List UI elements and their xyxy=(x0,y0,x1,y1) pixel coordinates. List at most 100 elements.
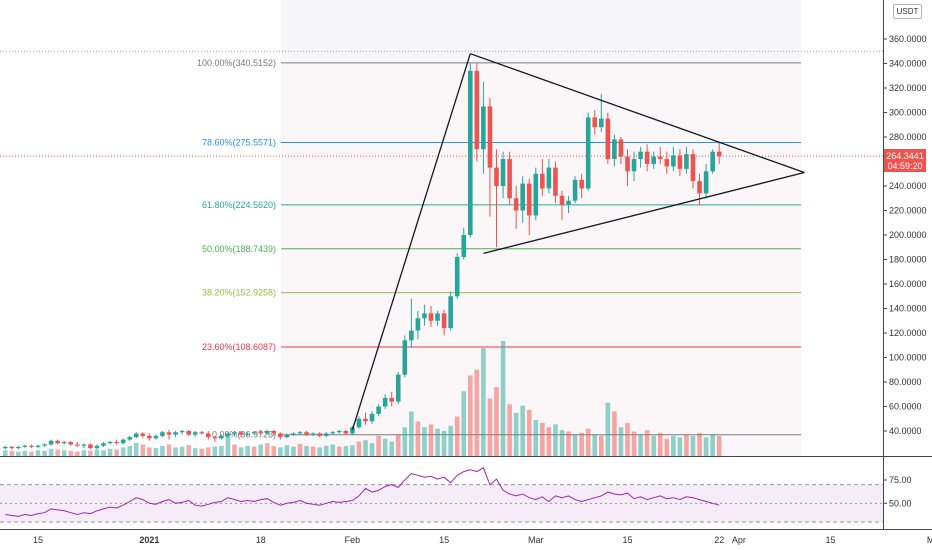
volume-bar xyxy=(454,416,460,456)
candle-body xyxy=(409,330,414,341)
price-tick-label: 280.0000 xyxy=(889,132,927,142)
time-tick-label: Apr xyxy=(732,535,746,545)
time-tick-label: 18 xyxy=(256,535,266,545)
impulse-trend-line[interactable] xyxy=(351,53,471,430)
volume-bar xyxy=(61,450,67,456)
volume-bar xyxy=(690,435,696,456)
candle-body xyxy=(546,167,552,189)
volume-bar xyxy=(166,444,172,456)
candle-body xyxy=(350,427,355,434)
volume-bar xyxy=(94,449,100,456)
time-tick-label: Mar xyxy=(528,535,544,545)
fib-level-label: 0.00%(36.9726) xyxy=(212,430,276,440)
candle-body xyxy=(179,431,185,433)
candle-body xyxy=(664,159,670,167)
volume-bar xyxy=(526,410,532,456)
volume-bar xyxy=(579,433,584,456)
time-tick-label: 15 xyxy=(33,535,43,545)
candle-body xyxy=(29,445,34,447)
volume-bar xyxy=(481,348,486,456)
candle-body xyxy=(199,432,205,434)
candle-body xyxy=(599,118,604,128)
candle-body xyxy=(553,167,558,196)
time-axis[interactable]: 15202118Feb15Mar1522Apr15May17Jun15 xyxy=(33,535,932,545)
time-tick-label: Feb xyxy=(345,535,361,545)
volume-bar xyxy=(553,424,558,456)
candle-body xyxy=(166,432,172,435)
volume-bar xyxy=(304,445,309,456)
candle-body xyxy=(585,117,591,189)
candle-body xyxy=(644,151,650,164)
volume-bar xyxy=(618,427,624,456)
volume-bar xyxy=(500,341,506,456)
candle-countdown: 04:59:20 xyxy=(887,161,922,171)
candle-body xyxy=(612,139,617,160)
candle-body xyxy=(323,433,329,436)
volume-bar xyxy=(566,431,571,456)
volume-bar xyxy=(644,430,650,456)
candle-body xyxy=(363,418,368,422)
fib-retracement[interactable]: 100.00%(340.5152) 78.60%(275.5571) 61.80%(… xyxy=(197,58,801,440)
candle-body xyxy=(376,406,381,414)
volume-bar xyxy=(114,449,119,456)
volume-bar xyxy=(48,448,54,456)
time-tick-label: 2021 xyxy=(139,535,159,545)
volume-bar xyxy=(657,433,663,456)
candle-body xyxy=(559,195,565,205)
candle-body xyxy=(605,118,611,160)
volume-bar xyxy=(671,435,676,456)
candle-body xyxy=(657,156,663,160)
volume-bar xyxy=(22,450,28,456)
volume-bar xyxy=(75,451,80,456)
candle-body xyxy=(61,442,67,444)
drawings[interactable] xyxy=(0,50,883,430)
volume-bar xyxy=(186,445,191,456)
candle-body xyxy=(389,397,394,402)
candle-body xyxy=(520,183,525,211)
volume-bar xyxy=(29,451,34,456)
candle-body xyxy=(264,431,270,434)
candle-body xyxy=(238,432,244,435)
volume-bar xyxy=(363,440,368,456)
candle-body xyxy=(251,432,257,434)
candle-body xyxy=(448,296,453,329)
volume-bar xyxy=(101,450,106,456)
candle-body xyxy=(435,313,440,321)
fib-level-label: 61.80%(224.5620) xyxy=(202,200,276,210)
last-price-tag-bg xyxy=(884,149,926,172)
volume-bar xyxy=(533,420,539,456)
candle-body xyxy=(382,397,388,407)
candle-body xyxy=(2,446,8,449)
candle-body xyxy=(540,173,545,189)
candle-body xyxy=(330,432,336,434)
candle-body xyxy=(494,167,499,186)
price-tick-label: 100.0000 xyxy=(889,353,927,363)
candle-body xyxy=(232,432,237,434)
candle-body xyxy=(278,433,283,438)
candle-body xyxy=(337,431,342,433)
triangle-upper-line[interactable] xyxy=(470,53,805,174)
candle-body xyxy=(127,437,132,440)
candle-body xyxy=(81,444,87,446)
rsi-axis[interactable]: 75.00 50.00 xyxy=(883,475,912,508)
volume-bar xyxy=(337,446,342,456)
volume-bar xyxy=(631,431,637,456)
volume-bar xyxy=(592,434,598,456)
currency-badge[interactable]: USDT xyxy=(893,4,922,19)
volume-bar xyxy=(271,445,277,456)
candle-body xyxy=(75,444,80,446)
volume-bar xyxy=(245,445,250,456)
candle-body xyxy=(422,313,427,319)
candle-body xyxy=(697,181,702,194)
volume-bar xyxy=(88,450,93,456)
candle-body xyxy=(428,313,434,321)
candles xyxy=(2,63,722,450)
triangle-lower-line[interactable] xyxy=(483,171,805,255)
candle-body xyxy=(271,431,277,434)
volume-bar xyxy=(448,425,453,456)
time-tick-label: 15 xyxy=(826,535,836,545)
time-tick-label: 22 xyxy=(714,535,724,545)
candle-body xyxy=(468,70,473,235)
price-axis[interactable]: 360.0000 340.0000 320.0000 300.0000 280.0000… xyxy=(883,34,927,436)
